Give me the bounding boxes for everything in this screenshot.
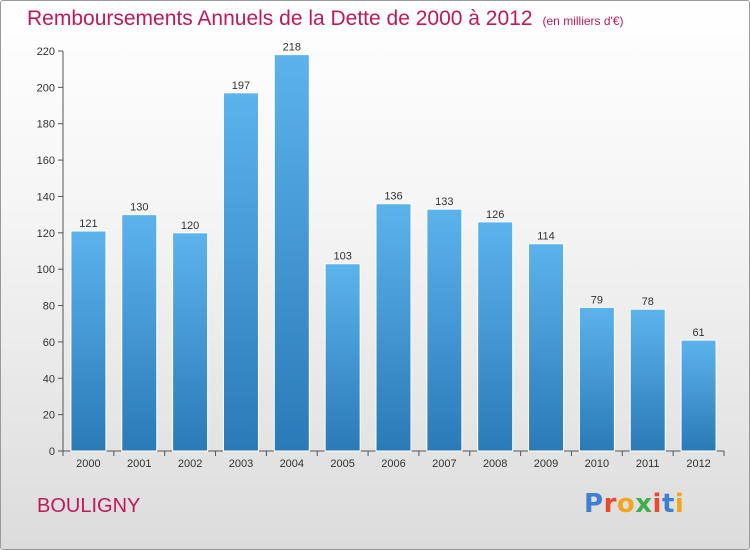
bar-2008 xyxy=(477,221,514,452)
y-tick-label: 140 xyxy=(37,191,55,203)
y-tick-label: 80 xyxy=(43,301,55,313)
y-tick-label: 40 xyxy=(43,373,55,385)
value-label-2011: 78 xyxy=(642,296,654,308)
x-tick-label-2002: 2002 xyxy=(178,458,202,470)
y-tick-label: 120 xyxy=(37,228,55,240)
x-tick-label-2007: 2007 xyxy=(432,458,456,470)
y-tick-label: 180 xyxy=(37,119,55,131)
value-label-2005: 103 xyxy=(333,251,351,263)
bar-2006 xyxy=(375,203,412,452)
value-label-2004: 218 xyxy=(283,42,301,54)
location-name: BOULIGNY xyxy=(37,495,141,517)
y-tick-label: 100 xyxy=(37,264,55,276)
value-label-2009: 114 xyxy=(537,231,555,243)
value-label-2000: 121 xyxy=(79,218,97,230)
value-label-2001: 130 xyxy=(130,202,148,214)
x-tick-label-2011: 2011 xyxy=(636,458,660,470)
value-labels: 121 130 120 197 218 103 136 133 126 114 79 78 61 xyxy=(79,42,704,339)
x-tick-label-2003: 2003 xyxy=(229,458,253,470)
logo-letter: x xyxy=(635,489,653,519)
logo-letter: t xyxy=(661,489,675,519)
value-label-2010: 79 xyxy=(591,294,603,306)
value-label-2007: 133 xyxy=(435,196,453,208)
bar-2001 xyxy=(121,214,158,452)
x-tick-label-2012: 2012 xyxy=(686,458,710,470)
bars xyxy=(70,54,717,452)
x-tick-label-2009: 2009 xyxy=(534,458,558,470)
value-label-2012: 61 xyxy=(692,327,704,339)
x-tick-label-2000: 2000 xyxy=(76,458,100,470)
logo-letter: i xyxy=(674,489,685,519)
y-tick-label: 160 xyxy=(37,155,55,167)
logo-letter: o xyxy=(616,489,636,519)
y-tick-label: 220 xyxy=(37,46,55,58)
chart-title-text: Remboursements Annuels de la Dette de 20… xyxy=(27,7,533,30)
x-tick-label-2001: 2001 xyxy=(127,458,151,470)
value-label-2002: 120 xyxy=(181,220,199,232)
x-axis: 2000 2001 2002 2003 2004 2005 2006 2007 2008 2009… xyxy=(62,450,725,470)
x-tick-label-2004: 2004 xyxy=(280,458,304,470)
logo-letter: i xyxy=(652,489,662,519)
y-tick-label: 0 xyxy=(49,446,55,458)
logo-letter: P xyxy=(584,489,604,519)
x-tick-label-2010: 2010 xyxy=(585,458,609,470)
logo-letter: r xyxy=(603,489,617,519)
x-tick-label-2006: 2006 xyxy=(381,458,405,470)
bar-2007 xyxy=(426,208,463,452)
proxiti-logo: Proxiti xyxy=(584,489,684,519)
y-axis: 0 20 40 60 80 100 120 140 160 180 200 220 xyxy=(37,46,64,458)
value-label-2006: 136 xyxy=(384,191,402,203)
bar-2010 xyxy=(578,306,615,452)
x-tick-label-2008: 2008 xyxy=(483,458,507,470)
bar-2005 xyxy=(324,263,361,452)
y-tick-label: 200 xyxy=(37,82,55,94)
value-label-2003: 197 xyxy=(232,80,250,92)
bar-2002 xyxy=(172,232,209,452)
x-tick-label-2005: 2005 xyxy=(330,458,354,470)
bar-2009 xyxy=(528,243,565,452)
bar-2003 xyxy=(222,92,259,452)
value-label-2008: 126 xyxy=(486,209,504,221)
chart-title: Remboursements Annuels de la Dette de 20… xyxy=(27,7,624,31)
bar-2012 xyxy=(680,339,717,452)
chart-subtitle: (en milliers d'€) xyxy=(542,14,624,28)
bar-2000 xyxy=(70,230,107,452)
y-tick-label: 20 xyxy=(43,410,55,422)
bar-2004 xyxy=(273,54,310,452)
y-tick-label: 60 xyxy=(43,337,55,349)
bar-2011 xyxy=(629,308,666,452)
